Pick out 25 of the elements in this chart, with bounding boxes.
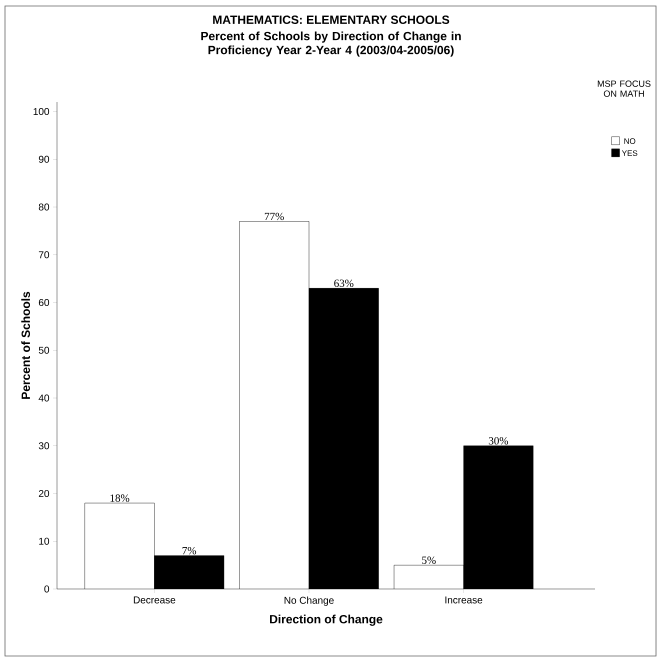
y-tick-label: 70 xyxy=(38,251,50,258)
data-label: 63% xyxy=(334,280,354,287)
data-label: 30% xyxy=(488,437,508,445)
y-tick-label: 60 xyxy=(38,298,50,306)
data-label: 18% xyxy=(110,494,130,502)
y-tick-label: 50 xyxy=(38,346,50,354)
y-tick-label: 90 xyxy=(38,156,50,163)
chart-subtitle: Percent of Schools by Direction of Change in Proficiency Year 2-Year 4 (2003/04-2005/06) xyxy=(201,32,461,57)
data-label: 5% xyxy=(422,556,436,564)
chart-title: MATHEMATICS: ELEMENTARY SCHOOLS xyxy=(213,16,450,24)
y-axis-title: Percent of Schools xyxy=(21,292,30,399)
data-label: 77% xyxy=(264,212,284,220)
y-tick-label: 10 xyxy=(39,538,50,545)
y-tick-label: 100 xyxy=(34,108,50,116)
legend-title: MSP FOCUS ON MATH xyxy=(598,80,651,97)
x-tick-label: No Change xyxy=(284,596,334,606)
y-tick-label: 80 xyxy=(38,204,50,211)
x-tick-label: Decrease xyxy=(134,596,176,604)
x-axis-title: Direction of Change xyxy=(270,614,382,626)
x-tick-label: Increase xyxy=(445,596,482,604)
y-tick-label: 20 xyxy=(38,490,50,498)
y-tick-label: 40 xyxy=(38,394,50,402)
y-tick-label: 0 xyxy=(44,585,50,593)
data-label: 7% xyxy=(182,546,196,554)
y-tick-label: 30 xyxy=(38,442,50,450)
